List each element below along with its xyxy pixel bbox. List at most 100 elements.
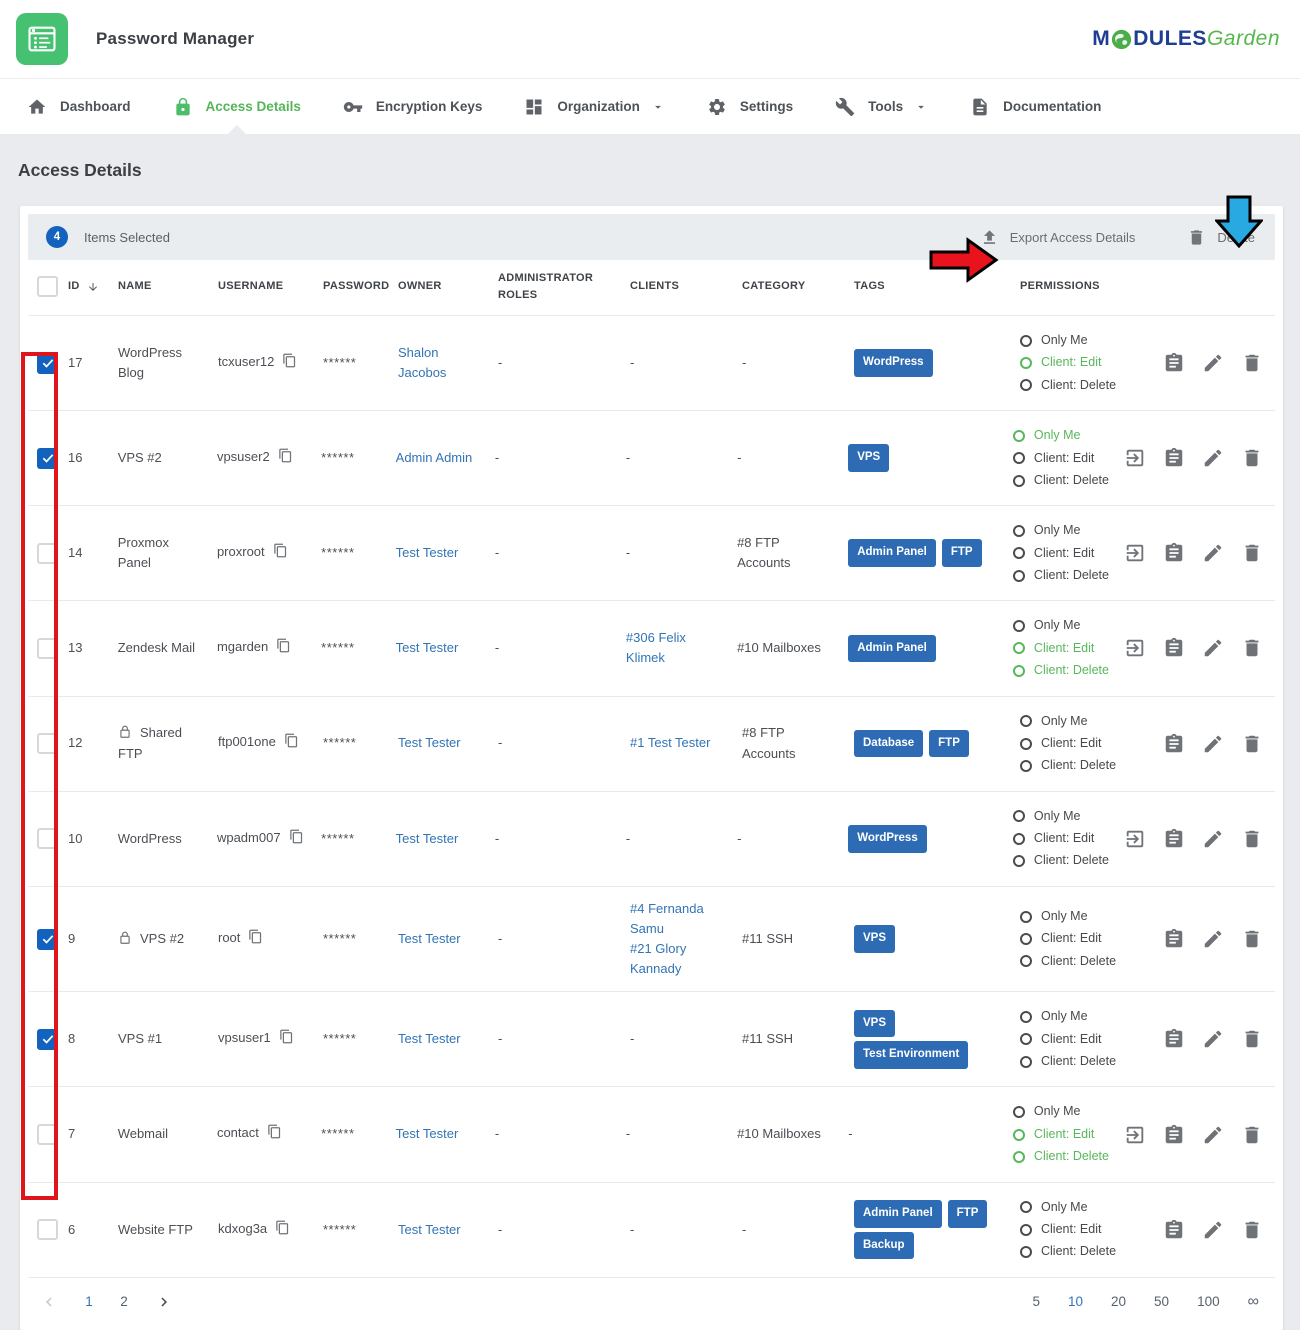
activity-log-button[interactable] — [1163, 637, 1185, 659]
column-header-username[interactable]: USERNAME — [218, 280, 284, 293]
nav-item-documentation[interactable]: Documentation — [949, 79, 1122, 134]
tag-backup[interactable]: Backup — [854, 1231, 914, 1260]
row-checkbox[interactable] — [37, 828, 58, 850]
auto-login-button[interactable] — [1124, 1124, 1146, 1146]
owner-link[interactable]: Admin Admin — [395, 450, 473, 466]
permission-client-edit[interactable]: Client: Edit — [1012, 544, 1120, 563]
row-checkbox[interactable] — [37, 733, 58, 755]
activity-log-button[interactable] — [1163, 447, 1185, 469]
row-checkbox[interactable] — [37, 352, 58, 374]
delete-button[interactable] — [1241, 1219, 1263, 1241]
activity-log-button[interactable] — [1163, 828, 1185, 850]
permission-only-me[interactable]: Only Me — [1020, 1007, 1128, 1026]
delete-button[interactable] — [1241, 447, 1263, 469]
permission-client-delete[interactable]: Client: Delete — [1020, 376, 1128, 395]
owner-link[interactable]: Test Tester — [395, 1126, 459, 1142]
row-checkbox[interactable] — [37, 1124, 58, 1145]
copy-username-button[interactable] — [278, 448, 293, 469]
permission-client-delete[interactable]: Client: Delete — [1020, 1242, 1128, 1261]
permission-client-edit[interactable]: Client: Edit — [1020, 353, 1128, 372]
edit-button[interactable] — [1202, 542, 1224, 564]
permission-only-me[interactable]: Only Me — [1020, 712, 1128, 731]
owner-link[interactable]: Test Tester — [398, 1221, 461, 1237]
column-header-id[interactable]: ID — [68, 278, 118, 295]
activity-log-button[interactable] — [1163, 542, 1185, 564]
tag-admin-panel[interactable]: Admin Panel — [854, 1199, 942, 1228]
delete-button[interactable] — [1241, 1028, 1263, 1050]
edit-button[interactable] — [1202, 1124, 1224, 1146]
owner-link[interactable]: Test Tester — [395, 830, 459, 846]
owner-link[interactable]: Test Tester — [398, 735, 461, 751]
permission-only-me[interactable]: Only Me — [1012, 616, 1120, 635]
select-all-checkbox[interactable] — [37, 276, 58, 297]
client-link[interactable]: #1 Test Tester — [630, 735, 711, 751]
delete-button[interactable] — [1241, 1124, 1263, 1146]
permission-client-delete[interactable]: Client: Delete — [1020, 756, 1128, 775]
row-checkbox[interactable] — [37, 1219, 58, 1241]
permission-client-edit[interactable]: Client: Edit — [1020, 1030, 1128, 1049]
permission-client-edit[interactable]: Client: Edit — [1020, 734, 1128, 753]
edit-button[interactable] — [1202, 447, 1224, 469]
tag-database[interactable]: Database — [854, 729, 924, 758]
row-checkbox[interactable] — [37, 637, 58, 659]
tag-ftp[interactable]: FTP — [929, 729, 969, 758]
edit-button[interactable] — [1202, 1219, 1224, 1241]
owner-link[interactable]: Shalon Jacobos — [398, 344, 447, 381]
edit-button[interactable] — [1202, 637, 1224, 659]
page-size-10[interactable]: 10 — [1067, 1294, 1083, 1310]
delete-button[interactable] — [1241, 637, 1263, 659]
row-checkbox[interactable] — [37, 447, 58, 469]
owner-link[interactable]: Test Tester — [398, 930, 461, 946]
next-page-button[interactable] — [155, 1293, 173, 1311]
permission-client-edit[interactable]: Client: Edit — [1012, 639, 1120, 658]
column-header-name[interactable]: NAME — [118, 280, 152, 293]
activity-log-button[interactable] — [1163, 928, 1185, 950]
owner-link[interactable]: Test Tester — [398, 1031, 461, 1047]
permission-client-edit[interactable]: Client: Edit — [1012, 1125, 1120, 1144]
nav-item-tools[interactable]: Tools — [814, 79, 949, 134]
previous-page-button[interactable] — [40, 1293, 58, 1311]
delete-button[interactable] — [1241, 733, 1263, 755]
delete-button[interactable] — [1241, 928, 1263, 950]
modulesgarden-logo[interactable]: M DULES Garden — [1092, 27, 1280, 51]
auto-login-button[interactable] — [1124, 542, 1146, 564]
auto-login-button[interactable] — [1124, 828, 1146, 850]
edit-button[interactable] — [1202, 1028, 1224, 1050]
row-checkbox[interactable] — [37, 1028, 58, 1050]
client-link[interactable]: #306 Felix Klimek — [625, 630, 686, 666]
owner-link[interactable]: Test Tester — [395, 545, 459, 561]
delete-button[interactable] — [1241, 828, 1263, 850]
tag-admin-panel[interactable]: Admin Panel — [848, 539, 936, 568]
permission-only-me[interactable]: Only Me — [1020, 331, 1128, 350]
activity-log-button[interactable] — [1163, 1219, 1185, 1241]
owner-link[interactable]: Test Tester — [395, 640, 459, 656]
nav-item-dashboard[interactable]: Dashboard — [6, 79, 152, 134]
edit-button[interactable] — [1202, 828, 1224, 850]
permission-client-edit[interactable]: Client: Edit — [1012, 829, 1120, 848]
column-header-owner[interactable]: OWNER — [398, 280, 442, 293]
nav-item-organization[interactable]: Organization — [503, 79, 686, 134]
nav-item-encryption-keys[interactable]: Encryption Keys — [322, 79, 504, 134]
permission-only-me[interactable]: Only Me — [1012, 426, 1120, 445]
activity-log-button[interactable] — [1163, 733, 1185, 755]
permission-client-delete[interactable]: Client: Delete — [1012, 566, 1120, 585]
copy-username-button[interactable] — [248, 929, 263, 950]
permission-client-delete[interactable]: Client: Delete — [1012, 471, 1120, 490]
copy-username-button[interactable] — [275, 1220, 290, 1241]
nav-item-access-details[interactable]: Access Details — [152, 79, 322, 134]
copy-username-button[interactable] — [273, 543, 288, 564]
permission-only-me[interactable]: Only Me — [1012, 807, 1120, 826]
copy-username-button[interactable] — [284, 733, 299, 754]
edit-button[interactable] — [1202, 733, 1224, 755]
copy-username-button[interactable] — [267, 1124, 282, 1145]
tag-wordpress[interactable]: WordPress — [848, 824, 927, 853]
page-number-2[interactable]: 2 — [120, 1294, 128, 1310]
activity-log-button[interactable] — [1163, 1124, 1185, 1146]
copy-username-button[interactable] — [289, 829, 304, 850]
copy-username-button[interactable] — [279, 1029, 294, 1050]
permission-only-me[interactable]: Only Me — [1020, 1198, 1128, 1217]
permission-client-edit[interactable]: Client: Edit — [1020, 1220, 1128, 1239]
permission-client-delete[interactable]: Client: Delete — [1012, 661, 1120, 680]
delete-button[interactable] — [1241, 352, 1263, 374]
tag-test-environment[interactable]: Test Environment — [854, 1041, 969, 1070]
